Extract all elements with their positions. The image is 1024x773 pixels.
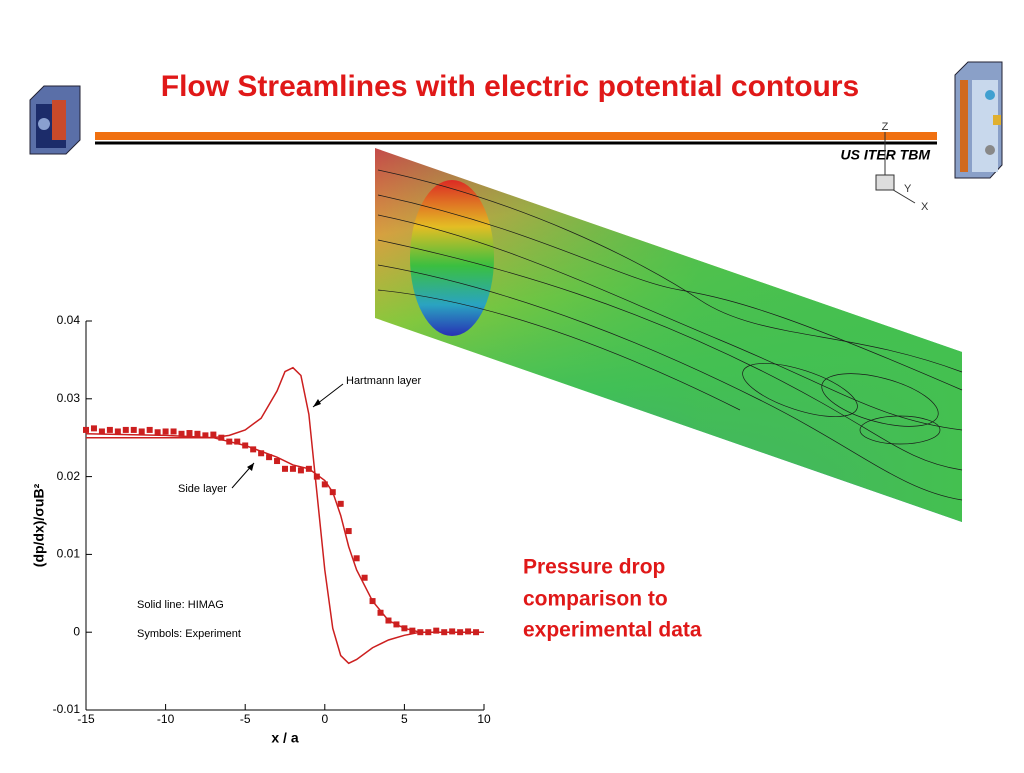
- data-point: [258, 450, 265, 457]
- data-point: [138, 428, 145, 435]
- data-point: [393, 621, 400, 628]
- triad-label: Y: [904, 183, 912, 195]
- module-icon: [954, 61, 1003, 179]
- data-point: [409, 627, 416, 634]
- data-point: [226, 438, 233, 445]
- data-point: [154, 429, 161, 436]
- data-point: [345, 528, 352, 535]
- annotation: Side layer: [178, 483, 227, 495]
- x-tick-label: 10: [477, 712, 491, 726]
- y-tick-label: 0.03: [57, 391, 81, 405]
- x-tick-label: -5: [240, 712, 251, 726]
- arrow-head: [247, 463, 254, 471]
- data-point: [337, 500, 344, 507]
- module-icon: [29, 85, 81, 155]
- y-tick-label: -0.01: [53, 702, 81, 716]
- data-point: [449, 628, 456, 635]
- chart: -0.01 0 0.01 0.02 0.03 0.04 -15 -10 -5 0 5 10 x / a (…: [31, 313, 491, 746]
- data-point: [457, 629, 464, 636]
- data-point: [122, 426, 129, 433]
- data-point: [210, 431, 217, 438]
- x-tick-label: -15: [77, 712, 95, 726]
- data-point: [274, 458, 281, 465]
- data-point: [83, 426, 89, 433]
- data-point: [234, 438, 241, 445]
- data-point: [194, 430, 201, 437]
- annotation: Symbols: Experiment: [137, 628, 241, 640]
- arrow-head: [313, 399, 321, 407]
- caption-line: comparison to: [523, 588, 668, 611]
- triad-label: X: [921, 201, 929, 213]
- data-point: [98, 428, 105, 435]
- data-point: [297, 467, 304, 474]
- y-tick-label: 0.02: [57, 469, 81, 483]
- y-tick-label: 0.04: [57, 313, 81, 327]
- data-point: [425, 629, 432, 636]
- caption-line: experimental data: [523, 619, 702, 642]
- data-point: [321, 481, 328, 488]
- flow-image: [375, 148, 963, 522]
- data-point: [473, 629, 480, 636]
- data-point: [377, 609, 384, 616]
- data-point: [90, 425, 97, 432]
- x-tick-label: -10: [157, 712, 175, 726]
- data-point: [266, 454, 273, 461]
- data-point: [114, 428, 121, 435]
- x-axis-label: x / a: [271, 730, 298, 746]
- data-point: [385, 617, 392, 624]
- data-point: [218, 434, 225, 441]
- title-bar: [95, 132, 937, 140]
- data-point: [417, 629, 424, 636]
- x-tick-label: 5: [401, 712, 408, 726]
- data-point: [329, 489, 336, 496]
- data-point: [170, 428, 177, 435]
- y-tick-label: 0: [73, 624, 80, 638]
- data-point: [186, 430, 193, 437]
- data-point: [313, 473, 320, 480]
- data-point: [353, 555, 360, 562]
- annotation: Hartmann layer: [346, 375, 422, 387]
- axis-triad: Z Y X: [875, 121, 929, 213]
- x-tick-label: 0: [321, 712, 328, 726]
- data-point: [282, 465, 288, 472]
- data-point: [202, 432, 209, 439]
- y-tick-label: 0.01: [57, 547, 81, 561]
- data-point: [178, 430, 185, 437]
- triad-label: Z: [882, 121, 889, 133]
- annotation: Solid line: HIMAG: [137, 599, 224, 611]
- caption-line: Pressure drop: [523, 556, 665, 579]
- data-point: [250, 446, 257, 453]
- data-point: [401, 625, 408, 632]
- data-point: [441, 629, 448, 636]
- y-axis-label: (dp/dx)/σuB²: [31, 483, 47, 567]
- data-point: [289, 465, 296, 472]
- slide-title: Flow Streamlines with electric potential…: [161, 70, 859, 103]
- data-point: [106, 426, 113, 433]
- data-point: [361, 574, 368, 581]
- line-series: [86, 366, 484, 665]
- data-point: [305, 465, 312, 472]
- data-point: [146, 426, 153, 433]
- data-point: [369, 598, 376, 605]
- data-point: [130, 426, 137, 433]
- data-point: [242, 442, 249, 449]
- data-point: [433, 627, 440, 634]
- data-point: [162, 428, 169, 435]
- data-point: [465, 628, 472, 635]
